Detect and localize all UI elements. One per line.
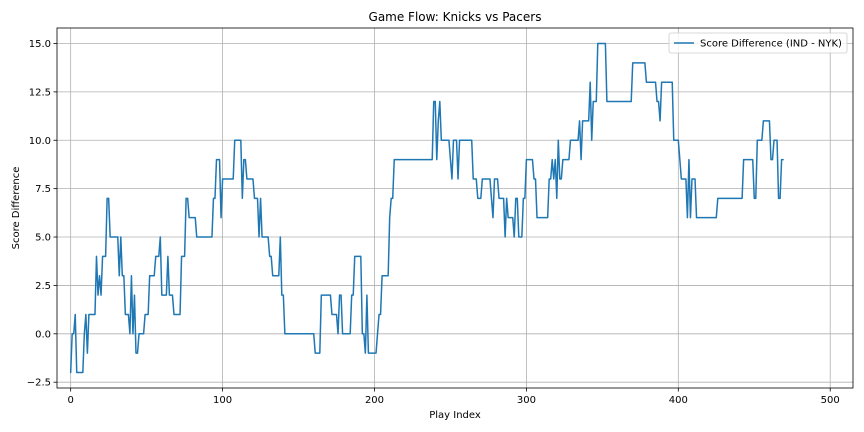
x-axis-ticks: 0 100 200 300 400 500 xyxy=(67,388,840,406)
y-tick-label: 0.0 xyxy=(35,329,51,340)
y-tick-label: 2.5 xyxy=(35,281,51,292)
grid xyxy=(57,28,853,388)
x-axis-label: Play Index xyxy=(429,410,481,421)
series-layer xyxy=(69,42,784,374)
legend-box xyxy=(668,32,848,54)
legend: Score Difference (IND - NYK) xyxy=(668,32,848,54)
y-tick-label: 10.0 xyxy=(29,136,51,147)
y-axis-ticks: −2.5 0.0 2.5 5.0 7.5 10.0 12.5 15.0 xyxy=(27,39,57,389)
x-tick-label: 0 xyxy=(67,395,73,406)
y-axis-label: Score Difference xyxy=(11,167,22,250)
y-tick-label: −2.5 xyxy=(27,378,51,389)
legend-label: Score Difference (IND - NYK) xyxy=(700,39,842,50)
x-tick-label: 200 xyxy=(365,395,384,406)
plot-frame xyxy=(56,27,854,389)
y-tick-label: 5.0 xyxy=(35,233,51,244)
y-tick-label: 15.0 xyxy=(29,39,51,50)
y-tick-label: 12.5 xyxy=(29,87,51,98)
x-tick-label: 400 xyxy=(669,395,688,406)
chart-title: Game Flow: Knicks vs Pacers xyxy=(369,10,542,24)
x-tick-label: 500 xyxy=(821,395,840,406)
x-tick-label: 300 xyxy=(517,395,536,406)
y-tick-label: 7.5 xyxy=(35,184,51,195)
series-line xyxy=(69,42,784,374)
x-tick-label: 100 xyxy=(213,395,232,406)
